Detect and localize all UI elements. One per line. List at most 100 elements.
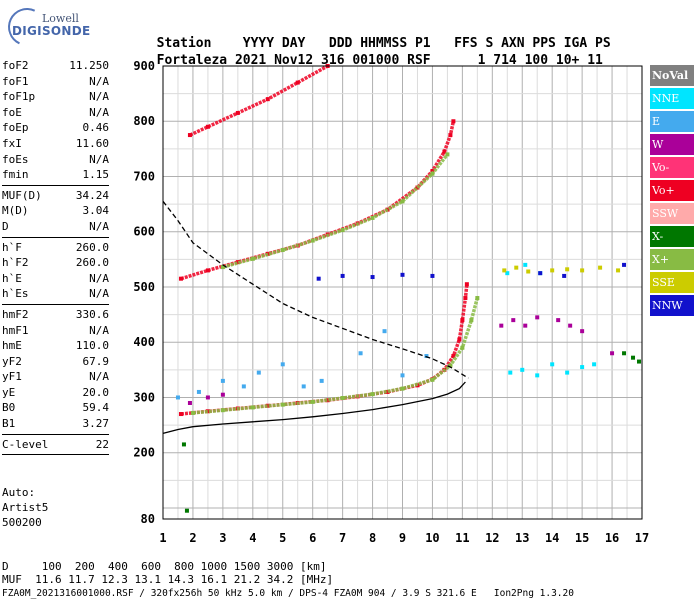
echo-point bbox=[451, 354, 456, 359]
echo-point bbox=[181, 442, 186, 447]
auto-label: Auto: bbox=[2, 486, 36, 499]
auto-version: 500200 bbox=[2, 516, 42, 529]
echo-point bbox=[280, 362, 285, 367]
header-labels: Station YYYY DAY DDD HHMMSS P1 FFS S AXN… bbox=[141, 20, 611, 52]
echo-point bbox=[220, 265, 225, 270]
echo-point bbox=[220, 392, 225, 397]
echo-point bbox=[499, 323, 504, 328]
echo-point bbox=[550, 362, 555, 367]
echo-point bbox=[535, 373, 540, 378]
param-row: h`F2 260.0 bbox=[2, 256, 109, 270]
echo-point bbox=[205, 395, 210, 400]
echo-point bbox=[622, 262, 627, 267]
echo-point bbox=[205, 124, 210, 129]
echo-point bbox=[178, 276, 183, 281]
echo-point bbox=[445, 152, 450, 157]
param-row: hmF2 330.6 bbox=[2, 307, 109, 321]
echo-point bbox=[256, 370, 261, 375]
digisonde-logo: Lowell DIGISONDE bbox=[2, 2, 128, 52]
header-label-station: Station bbox=[156, 36, 212, 51]
param-row: M(D) 3.04 bbox=[2, 204, 109, 218]
echo-point bbox=[460, 345, 465, 350]
echo-point bbox=[637, 359, 642, 364]
param-divider bbox=[2, 236, 109, 238]
param-row: foF2 11.250 bbox=[2, 59, 109, 72]
header-value-iga: 10+ bbox=[555, 53, 580, 68]
density-profile-line bbox=[162, 381, 466, 435]
echo-point bbox=[631, 355, 636, 360]
logo-lowell: Lowell bbox=[42, 12, 79, 25]
x-tick-label: 10 bbox=[425, 531, 439, 545]
param-divider bbox=[2, 454, 109, 456]
echo-point bbox=[538, 271, 543, 276]
echo-point bbox=[310, 399, 315, 404]
param-row: hmF1 N/A bbox=[2, 323, 109, 337]
y-tick-label: 80 bbox=[141, 512, 155, 526]
echo-point bbox=[430, 273, 435, 278]
echo-points bbox=[175, 64, 642, 513]
echo-point bbox=[235, 260, 240, 265]
echo-point bbox=[370, 275, 375, 280]
footer-file-info: FZA0M_2021316001000.RSF / 320fx256h 50 k… bbox=[2, 588, 574, 599]
echo-point bbox=[556, 318, 561, 323]
param-row: h`F 260.0 bbox=[2, 240, 109, 254]
echo-point bbox=[511, 318, 516, 323]
echo-point bbox=[580, 268, 585, 273]
chart-curves bbox=[162, 200, 469, 435]
x-tick-label: 9 bbox=[399, 531, 406, 545]
header-value-ps: 11 bbox=[587, 53, 603, 68]
echo-point bbox=[319, 378, 324, 383]
header-value-hhmmss: 001000 bbox=[352, 53, 400, 68]
header-value-pps: 100 bbox=[524, 53, 549, 68]
echo-point bbox=[385, 389, 390, 394]
echo-point bbox=[241, 384, 246, 389]
echo-point bbox=[310, 238, 315, 243]
echo-point bbox=[550, 268, 555, 273]
autoscaling-info: Auto: Artist5 500200 bbox=[2, 485, 48, 530]
echo-point bbox=[424, 354, 429, 359]
echo-point bbox=[316, 276, 321, 281]
echo-point bbox=[526, 269, 531, 274]
y-tick-label: 600 bbox=[133, 225, 155, 239]
echo-point bbox=[280, 402, 285, 407]
scaled-parameters-panel: foF2 11.250 foF1 N/A foF1p N/A foE N/A foEp 0… bbox=[2, 58, 109, 457]
echo-point bbox=[196, 389, 201, 394]
param-row: yE 20.0 bbox=[2, 385, 109, 399]
y-axis-ticks: 80 200 300 400 500 600 700 800 900 bbox=[133, 59, 155, 526]
header-label-axn: AXN bbox=[501, 36, 525, 51]
echo-trace-line bbox=[180, 120, 456, 281]
y-tick-label: 300 bbox=[133, 390, 155, 404]
legend-item-vo: Vo+ bbox=[650, 180, 694, 201]
x-axis-ticks: 1 2 3 4 5 6 7 8 9 10 11 12 13 14 15 16 17 bbox=[159, 531, 649, 545]
header-label-p1: P1 bbox=[414, 36, 431, 51]
echo-point bbox=[508, 370, 513, 375]
echo-point bbox=[265, 97, 270, 102]
header-label-iga: IGA bbox=[563, 36, 588, 51]
param-row: B1 3.27 bbox=[2, 417, 109, 431]
muf-curve-line bbox=[162, 200, 469, 379]
x-tick-label: 11 bbox=[455, 531, 469, 545]
param-row: D N/A bbox=[2, 219, 109, 233]
param-row: MUF(D) 34.24 bbox=[2, 188, 109, 202]
echo-point bbox=[220, 408, 225, 413]
legend-item-sse: SSE bbox=[650, 272, 694, 293]
x-tick-label: 15 bbox=[575, 531, 589, 545]
echo-point bbox=[430, 377, 435, 382]
echo-point bbox=[400, 373, 405, 378]
header-label-ps: PS bbox=[595, 36, 611, 51]
y-tick-label: 500 bbox=[133, 280, 155, 294]
legend-item-x: X+ bbox=[650, 249, 694, 270]
echo-point bbox=[580, 329, 585, 334]
echo-trace-line bbox=[222, 153, 449, 269]
legend-item-vo: Vo- bbox=[650, 157, 694, 178]
echo-point bbox=[442, 149, 447, 154]
legend: NoVal NNE E W Vo- Vo+ SSW X- X+ SSE NNW bbox=[650, 65, 694, 318]
echo-point bbox=[370, 392, 375, 397]
header-values: Fortaleza 2021 Nov12 316 001000 RSF 1 71… bbox=[141, 37, 603, 69]
echo-point bbox=[562, 273, 567, 278]
header-label-yyyy-day: YYYY DAY bbox=[242, 36, 306, 51]
echo-point bbox=[220, 378, 225, 383]
header-label-s: S bbox=[485, 36, 494, 51]
param-row: foEs N/A bbox=[2, 152, 109, 166]
echo-point bbox=[280, 247, 285, 252]
